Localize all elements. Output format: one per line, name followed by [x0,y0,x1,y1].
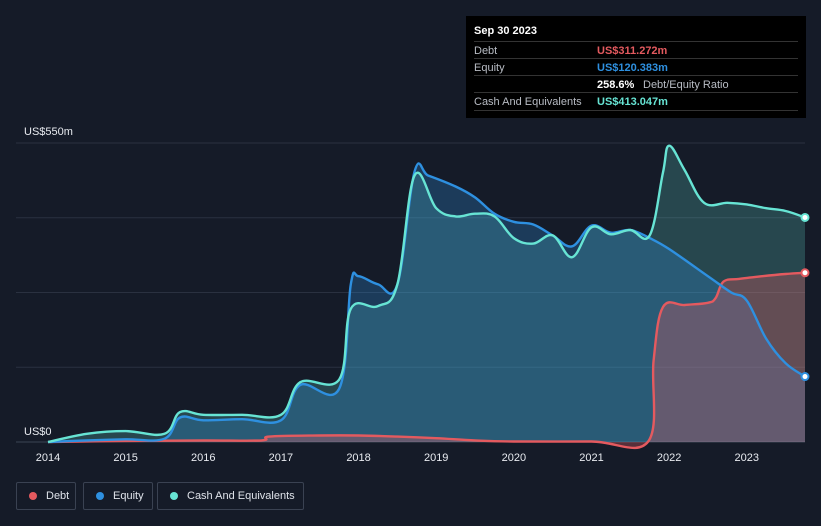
tooltip-ratio-label: Debt/Equity Ratio [643,79,729,91]
x-tick-label: 2014 [36,452,60,464]
cash-end-point [800,212,810,222]
series-lines [47,144,806,450]
x-tick-label: 2017 [269,452,293,464]
cash-dot-icon [170,492,178,500]
equity-end-point [800,372,810,382]
legend-cash-label: Cash And Equivalents [187,490,295,502]
x-tick-label: 2019 [424,452,448,464]
x-axis-ticks: 2014 2015 2016 2017 2018 2019 2020 2021 2022 2023 [36,452,759,464]
series-areas [48,145,805,448]
y-axis-top-label: US$550m [24,126,73,138]
x-tick-label: 2021 [579,452,603,464]
x-tick-label: 2016 [191,452,215,464]
legend-item-debt[interactable]: Debt [16,482,76,510]
x-tick-label: 2023 [735,452,759,464]
legend-equity-label: Equity [113,490,144,502]
x-tick-label: 2015 [113,452,137,464]
tooltip-date: Sep 30 2023 [474,25,537,37]
equity-line [47,162,806,444]
tooltip-cash-value: US$413.047m [597,96,668,108]
legend-debt-label: Debt [46,490,70,502]
tooltip-equity-label: Equity [474,62,505,74]
tooltip-row-cash: Cash And Equivalents US$413.047m [474,92,798,111]
tooltip-row-debt: Debt US$311.272m [474,41,798,59]
cash-area [48,145,805,443]
tooltip-debt-value: US$311.272m [597,45,668,57]
debt-end-point [800,268,810,278]
grid-lines [16,142,805,443]
x-tick-label: 2018 [346,452,370,464]
equity-dot-icon [96,492,104,500]
legend-item-equity[interactable]: Equity [83,482,153,510]
debt-line [47,271,806,450]
x-tick-label: 2020 [502,452,526,464]
tooltip: Sep 30 2023 Debt US$311.272m Equity US$1… [466,16,806,118]
tooltip-row-equity: Equity US$120.383m [474,58,798,76]
tooltip-debt-label: Debt [474,45,498,57]
y-axis-bottom-label: US$0 [24,426,52,438]
tooltip-ratio-value: 258.6% [597,79,635,91]
tooltip-equity-value: US$120.383m [597,62,668,74]
series-end-points [800,212,810,382]
tooltip-cash-label: Cash And Equivalents [474,96,582,108]
legend-item-cash[interactable]: Cash And Equivalents [157,482,304,510]
debt-dot-icon [29,492,37,500]
x-tick-label: 2022 [657,452,681,464]
cash-line [47,144,806,444]
tooltip-row-ratio: 258.6% Debt/Equity Ratio [474,75,798,93]
